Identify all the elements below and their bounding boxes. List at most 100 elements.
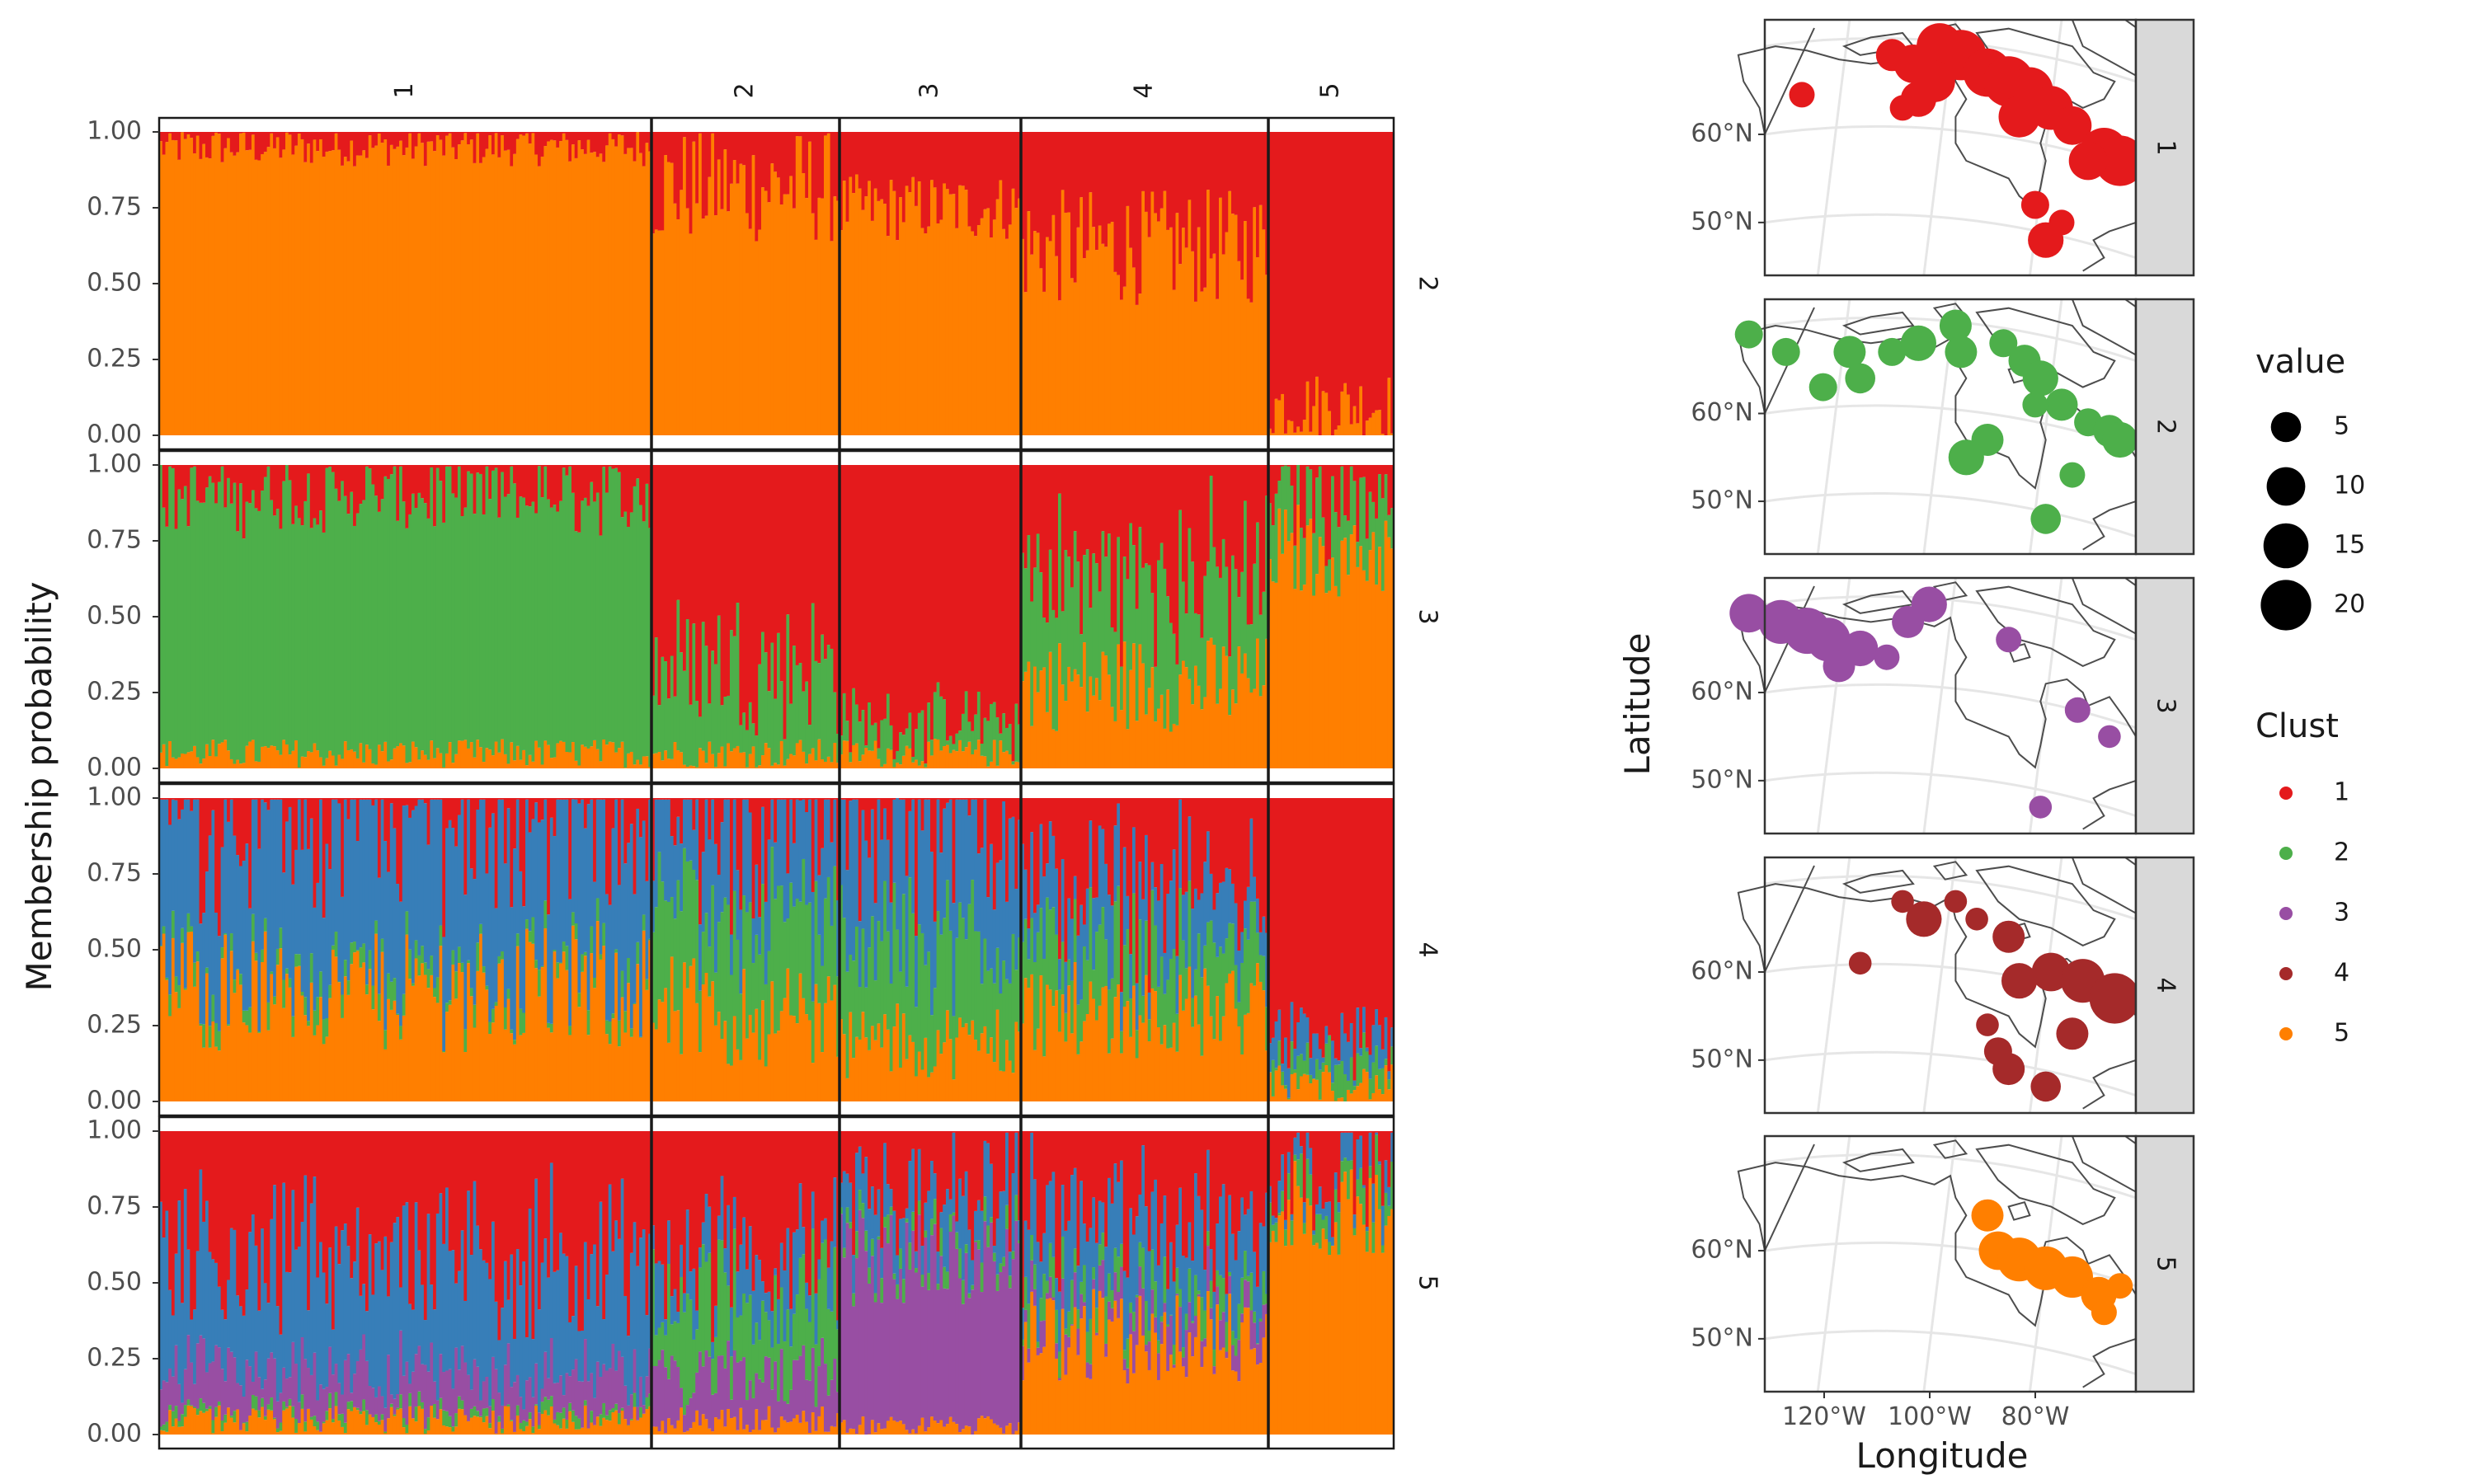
structure-bar-cluster-4 [657, 1261, 661, 1328]
structure-bar-cluster-5 [1002, 752, 1006, 768]
structure-bar-cluster-2 [463, 1029, 468, 1053]
structure-bar-cluster-1 [162, 465, 167, 508]
structure-bar-cluster-1 [491, 132, 496, 155]
structure-bar-cluster-5 [1194, 301, 1198, 435]
structure-bar-cluster-2 [704, 913, 708, 974]
structure-bar-cluster-1 [852, 798, 856, 800]
structure-bar-cluster-1 [467, 132, 471, 144]
structure-bar-cluster-1 [627, 132, 631, 148]
structure-bar-cluster-5 [405, 147, 409, 435]
structure-bar-cluster-1 [1321, 798, 1325, 1058]
structure-bar-cluster-3 [864, 1251, 868, 1435]
structure-bar-cluster-5 [821, 1052, 825, 1101]
structure-bar-cluster-4 [892, 1210, 896, 1274]
structure-bar-cluster-4 [537, 822, 542, 970]
structure-bar-cluster-3 [537, 1412, 542, 1425]
structure-bar-cluster-1 [309, 798, 314, 819]
structure-bar-cluster-4 [817, 1259, 821, 1280]
structure-bar-cluster-5 [608, 1421, 613, 1435]
structure-bar-cluster-5 [1296, 505, 1300, 768]
structure-bar-cluster-2 [380, 1414, 384, 1421]
structure-bar-cluster-5 [467, 144, 471, 435]
structure-bar-cluster-1 [1375, 798, 1379, 1010]
structure-bar-cluster-2 [1203, 945, 1207, 969]
structure-bar-cluster-1 [627, 1131, 631, 1336]
structure-bar-cluster-1 [793, 132, 797, 209]
structure-bar-cluster-1 [899, 798, 903, 800]
structure-bar-cluster-1 [802, 1131, 806, 1228]
structure-bar-cluster-4 [651, 1225, 656, 1250]
structure-bar-cluster-1 [451, 132, 455, 148]
structure-bar-cluster-1 [783, 132, 787, 195]
structure-bar-cluster-1 [1302, 132, 1307, 420]
structure-bar-cluster-4 [275, 1306, 280, 1402]
structure-bar-cluster-4 [1337, 1060, 1341, 1065]
structure-bar-cluster-4 [562, 1253, 567, 1396]
structure-bar-cluster-1 [654, 465, 659, 638]
structure-bar-cluster-5 [692, 958, 696, 1101]
structure-bar-cluster-4 [1138, 862, 1142, 920]
structure-bar-cluster-5 [316, 151, 320, 435]
structure-bar-cluster-2 [1378, 1068, 1382, 1090]
structure-bar-cluster-5 [1182, 228, 1186, 435]
structure-bar-cluster-5 [899, 1068, 903, 1101]
structure-bar-cluster-5 [501, 135, 505, 436]
structure-bar-cluster-5 [562, 133, 567, 435]
structure-bar-cluster-5 [774, 1432, 778, 1435]
structure-bar-cluster-4 [1318, 1049, 1323, 1070]
structure-bar-cluster-1 [826, 465, 831, 646]
structure-bar-cluster-1 [1249, 132, 1253, 303]
structure-bar-cluster-1 [294, 1131, 299, 1250]
structure-bar-cluster-1 [967, 1131, 971, 1230]
structure-bar-cluster-2 [316, 1421, 320, 1430]
structure-bar-cluster-5 [833, 1426, 837, 1435]
structure-bar-cluster-1 [651, 465, 656, 696]
structure-bar-cluster-5 [1110, 222, 1115, 435]
structure-bar-cluster-5 [183, 989, 188, 1101]
structure-bar-cluster-2 [967, 721, 971, 742]
structure-bar-cluster-2 [1380, 498, 1385, 591]
structure-bar-cluster-1 [448, 798, 453, 820]
structure-bar-cluster-2 [270, 971, 274, 974]
structure-bar-cluster-5 [543, 1410, 548, 1435]
structure-bar-cluster-2 [1221, 538, 1226, 647]
structure-bar-cluster-4 [217, 1286, 222, 1348]
structure-bar-cluster-2 [817, 1279, 821, 1367]
structure-bar-cluster-4 [574, 799, 579, 923]
structure-bar-cluster-4 [331, 1329, 336, 1375]
structure-bar-cluster-5 [266, 748, 270, 768]
structure-bar-cluster-5 [811, 1063, 816, 1101]
structure-bar-cluster-5 [1064, 1041, 1068, 1101]
structure-bar-cluster-1 [439, 132, 443, 140]
structure-bar-cluster-1 [1268, 132, 1272, 429]
structure-bar-cluster-2 [1110, 978, 1115, 1039]
structure-bar-cluster-2 [183, 988, 188, 990]
structure-bar-cluster-5 [961, 1027, 966, 1101]
structure-bar-cluster-1 [543, 465, 548, 467]
structure-bar-cluster-4 [307, 1310, 311, 1369]
structure-bar-cluster-2 [1309, 1074, 1313, 1084]
structure-bar-cluster-4 [974, 1210, 978, 1241]
structure-bar-cluster-2 [549, 1023, 554, 1033]
structure-bar-cluster-4 [908, 810, 912, 878]
structure-bar-cluster-2 [1191, 561, 1195, 705]
structure-bar-cluster-5 [254, 159, 258, 435]
structure-bar-cluster-1 [442, 798, 446, 937]
structure-panel-row5-col2 [651, 1131, 840, 1435]
structure-bar-cluster-2 [1262, 956, 1266, 991]
structure-bar-cluster-2 [556, 511, 560, 744]
structure-bar-cluster-5 [497, 963, 501, 1101]
structure-bar-cluster-5 [657, 999, 661, 1101]
structure-bar-cluster-5 [411, 1418, 416, 1435]
structure-bar-cluster-1 [190, 1131, 194, 1320]
structure-bar-cluster-5 [599, 761, 603, 768]
structure-bar-cluster-5 [211, 135, 215, 435]
structure-bar-cluster-1 [786, 798, 790, 874]
structure-bar-cluster-1 [1368, 132, 1372, 418]
structure-bar-cluster-2 [1197, 933, 1202, 1025]
structure-bar-cluster-5 [1067, 212, 1071, 435]
structure-bar-cluster-1 [608, 1131, 613, 1185]
structure-bar-cluster-4 [316, 1277, 320, 1401]
structure-bar-cluster-5 [667, 758, 671, 768]
structure-bar-cluster-4 [257, 848, 261, 1031]
